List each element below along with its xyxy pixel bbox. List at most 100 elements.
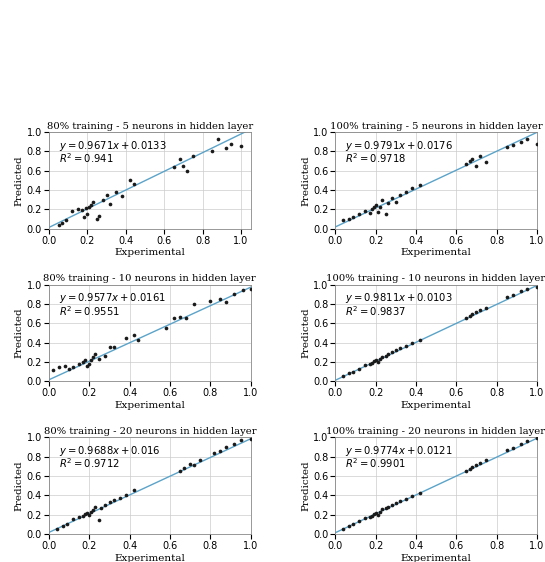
Point [236,436,245,445]
Point [49,365,57,374]
Point [516,137,525,146]
Point [93,215,101,224]
Point [369,509,378,518]
Point [81,509,90,518]
Point [208,147,216,156]
Point [69,362,77,371]
Title: 100% training - 20 neurons in hidden layer: 100% training - 20 neurons in hidden lay… [326,427,545,436]
Point [169,162,178,171]
Point [230,290,239,299]
Point [415,336,424,345]
Point [85,360,94,369]
Point [237,141,245,150]
Point [91,350,100,359]
X-axis label: Experimental: Experimental [401,401,471,410]
Point [101,352,110,361]
Point [371,508,380,517]
Point [369,203,378,212]
Point [476,152,485,161]
Point [365,209,374,217]
Point [402,341,410,350]
Point [97,504,106,513]
Point [472,161,481,170]
Point [196,456,204,465]
Y-axis label: Predicted: Predicted [301,460,310,511]
Text: $R^2 = 0.9551$: $R^2 = 0.9551$ [59,304,120,318]
Point [85,203,94,212]
Point [349,212,358,221]
Point [134,336,142,345]
Point [95,516,104,525]
Point [377,195,386,204]
Point [387,348,396,357]
Point [377,352,386,361]
Title: 80% training - 10 neurons in hidden layer: 80% training - 10 neurons in hidden laye… [44,274,256,283]
Point [125,176,134,185]
Point [516,287,525,296]
Point [83,361,92,370]
Point [387,500,396,509]
Point [482,456,491,465]
Point [95,355,104,364]
Point [462,160,471,169]
Point [175,466,184,475]
Point [345,522,354,531]
Point [169,314,178,323]
Point [246,284,255,293]
Point [214,134,222,143]
Point [468,155,477,164]
Point [227,139,236,148]
Point [383,502,392,511]
Point [216,294,225,303]
Point [175,155,184,164]
Point [190,461,198,470]
Point [396,191,404,200]
Point [129,330,138,339]
Point [63,520,71,529]
Point [179,161,188,170]
Point [408,184,416,193]
Point [210,448,219,457]
Point [502,293,511,302]
Point [373,510,382,519]
Point [387,193,396,202]
Point [89,352,98,361]
Point [391,197,400,206]
Point [83,210,92,219]
Point [75,512,83,521]
Point [112,188,120,197]
Point [79,357,88,366]
X-axis label: Experimental: Experimental [114,401,185,410]
Title: 80% training - 5 neurons in hidden layer: 80% training - 5 neurons in hidden layer [47,121,253,130]
Point [102,191,111,200]
Point [468,309,477,318]
Point [129,180,138,189]
Point [186,460,195,469]
Point [109,496,118,505]
Point [373,208,382,217]
Point [59,522,68,531]
Point [115,493,124,502]
Point [365,360,374,369]
Point [373,357,382,366]
Point [508,291,517,300]
Point [365,512,374,521]
Point [339,372,348,381]
Point [81,204,90,213]
Point [129,486,138,495]
Point [91,502,100,511]
Point [367,359,376,368]
Point [109,342,118,351]
Point [87,356,96,365]
Point [53,524,62,533]
Point [462,313,471,322]
Point [95,212,104,221]
Text: $R^2 = 0.9712$: $R^2 = 0.9712$ [59,456,120,470]
Point [79,511,88,520]
Point [89,505,98,514]
Point [181,314,190,323]
Point [355,517,364,526]
Point [162,324,171,333]
Y-axis label: Predicted: Predicted [15,307,24,359]
Point [391,498,400,507]
